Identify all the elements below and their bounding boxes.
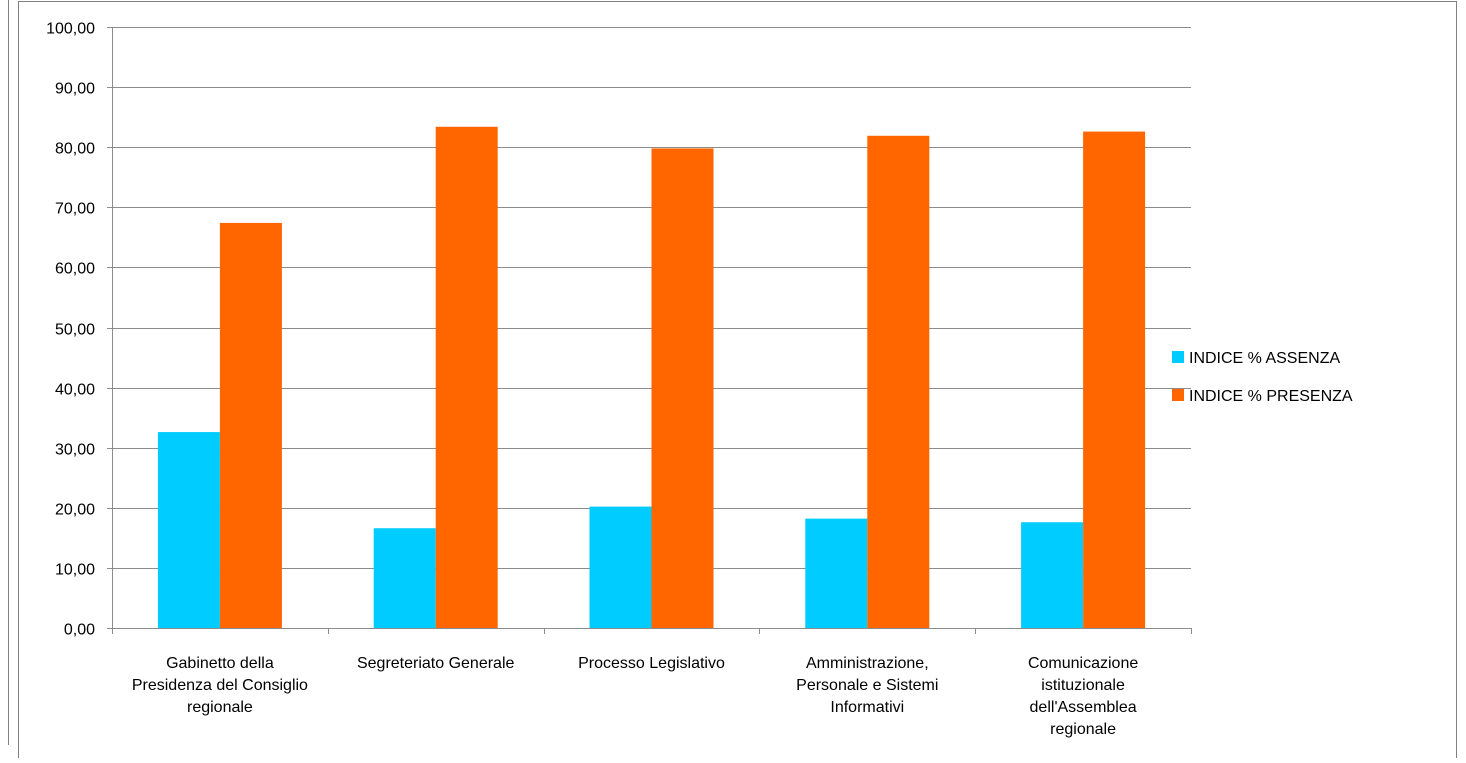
x-category-label-line: Segreteriato Generale [357,655,515,672]
x-category-label-line: Informativi [830,699,904,716]
x-category-label-line: Comunicazione [1028,655,1138,672]
x-category-label-line: istituzionale [1041,677,1125,694]
y-tick-label: 20,00 [55,502,95,519]
x-category-label-line: Gabinetto della [166,655,274,672]
bar-assenza [157,432,220,628]
x-category-label: Amministrazione, Personale e Sistemi Infor… [796,655,938,716]
bar-assenza [589,506,652,628]
bar-presenza [651,148,714,629]
y-tick-label: 70,00 [55,201,95,218]
x-category-label: Segreteriato Generale [357,655,515,672]
y-axis-tick-labels: 0,00 10,00 20,00 30,00 40,00 50,00 60,00 70,00 8… [46,21,95,639]
bar-presenza [219,222,282,628]
y-tick-label: 90,00 [55,81,95,98]
y-tick-label: 0,00 [64,622,95,639]
bar-presenza [1083,131,1146,628]
bar-presenza [867,135,930,628]
legend-swatch [1172,351,1184,363]
x-category-label-line: regionale [187,699,253,716]
y-tick-label: 80,00 [55,141,95,158]
y-tick-label: 10,00 [55,562,95,579]
legend-swatch [1172,389,1184,401]
bar-assenza [1021,522,1084,628]
y-tick-label: 50,00 [55,322,95,339]
y-tick-label: 100,00 [46,21,95,38]
x-category-label-line: regionale [1050,721,1116,738]
x-category-label: Comunicazione istituzionale dell'Assemblea… [1028,655,1138,738]
x-category-label-line: Amministrazione, [806,655,929,672]
bars [157,126,1146,629]
x-axis-category-labels: Gabinetto della Presidenza del Consiglio r… [132,655,1138,738]
legend-label: INDICE % ASSENZA [1189,350,1340,367]
x-category-label: Processo Legislativo [578,655,725,672]
bar-assenza [805,518,868,628]
x-category-label-line: Processo Legislativo [578,655,725,672]
bar-assenza [373,528,436,628]
x-category-label-line: Presidenza del Consiglio [132,677,308,694]
x-category-label: Gabinetto della Presidenza del Consiglio r… [132,655,308,716]
y-tick-label: 40,00 [55,382,95,399]
x-category-label-line: Personale e Sistemi [796,677,938,694]
x-category-label-line: dell'Assemblea [1030,699,1137,716]
y-tick-label: 60,00 [55,261,95,278]
x-axis [112,27,1192,634]
bar-presenza [435,126,498,629]
legend-label: INDICE % PRESENZA [1189,388,1353,405]
y-tick-label: 30,00 [55,442,95,459]
legend: INDICE % ASSENZA INDICE % PRESENZA [1172,350,1353,405]
